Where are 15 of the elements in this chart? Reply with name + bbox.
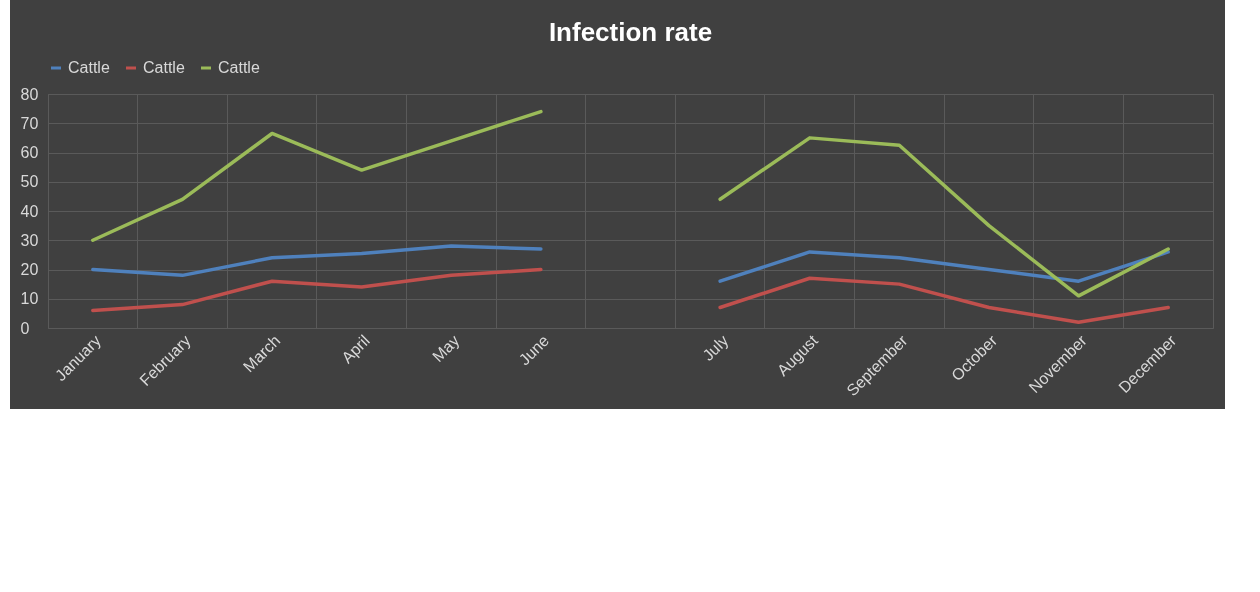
- y-tick-label: 30: [20, 231, 39, 249]
- y-tick-label: 50: [20, 173, 39, 191]
- y-tick-label: 60: [20, 144, 39, 161]
- legend-label: Cattle: [218, 59, 260, 76]
- y-tick-label: 20: [20, 261, 39, 278]
- x-tick-label: May: [429, 331, 463, 366]
- legend-label: Cattle: [143, 59, 185, 76]
- y-tick-label: 40: [20, 202, 39, 220]
- y-tick-label: 0: [20, 319, 30, 337]
- chart-title: Infection rate: [548, 17, 713, 47]
- y-tick-label: 70: [20, 114, 39, 132]
- x-tick-label: July: [699, 331, 732, 364]
- y-tick-label: 10: [20, 290, 39, 308]
- legend-label: Cattle: [68, 59, 110, 76]
- y-tick-label: 80: [20, 85, 39, 103]
